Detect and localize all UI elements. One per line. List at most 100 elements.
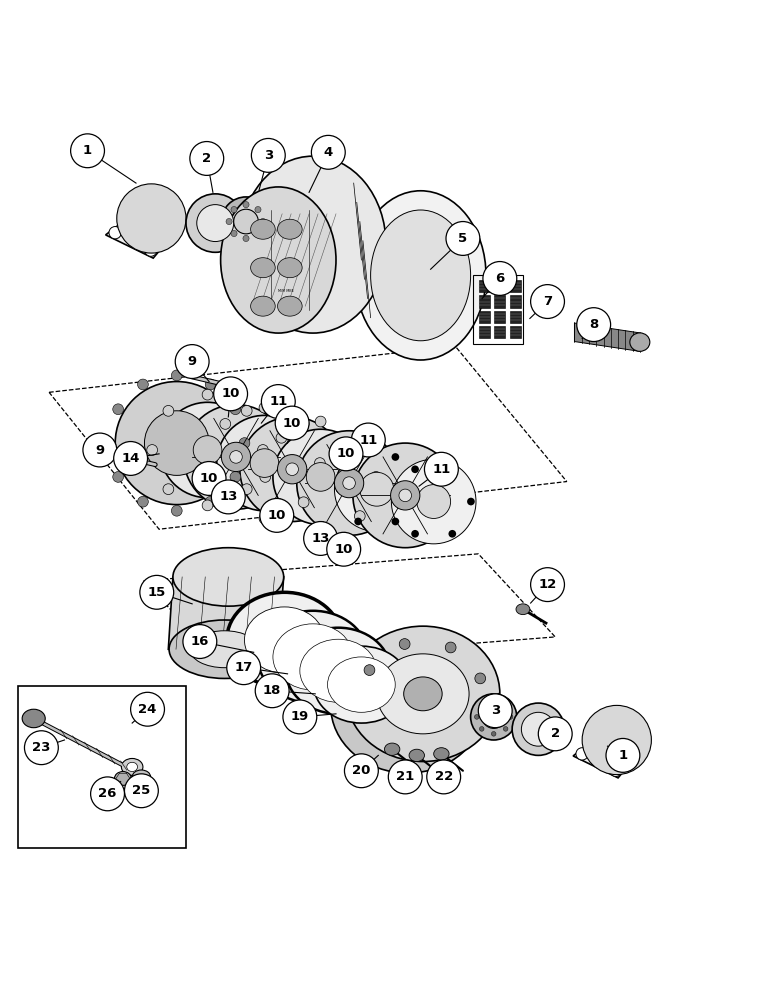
Text: 9: 9 — [188, 355, 197, 368]
Circle shape — [212, 480, 245, 514]
Circle shape — [226, 218, 232, 225]
Ellipse shape — [258, 611, 368, 703]
Polygon shape — [479, 311, 490, 323]
Circle shape — [479, 703, 484, 707]
Ellipse shape — [251, 258, 276, 278]
Circle shape — [163, 405, 174, 416]
Ellipse shape — [273, 429, 368, 525]
Ellipse shape — [300, 639, 377, 702]
Ellipse shape — [197, 205, 234, 242]
Circle shape — [503, 727, 508, 731]
Text: 11: 11 — [269, 395, 287, 408]
Circle shape — [137, 379, 148, 390]
Circle shape — [202, 389, 213, 400]
Circle shape — [144, 199, 157, 212]
Circle shape — [351, 423, 385, 457]
Circle shape — [276, 432, 287, 443]
Text: 16: 16 — [191, 635, 209, 648]
Circle shape — [354, 511, 365, 521]
Circle shape — [171, 505, 182, 516]
Text: 24: 24 — [138, 703, 157, 716]
Circle shape — [259, 513, 270, 524]
Text: 3: 3 — [264, 149, 273, 162]
Text: 11: 11 — [359, 434, 378, 447]
Circle shape — [315, 527, 326, 538]
Circle shape — [391, 518, 399, 525]
Circle shape — [255, 206, 261, 213]
Ellipse shape — [245, 607, 324, 673]
Circle shape — [204, 458, 215, 468]
Circle shape — [475, 715, 479, 719]
Ellipse shape — [186, 194, 245, 252]
Circle shape — [130, 692, 164, 726]
Ellipse shape — [240, 156, 386, 333]
Circle shape — [577, 308, 611, 342]
Circle shape — [411, 530, 419, 538]
Circle shape — [83, 433, 117, 467]
Ellipse shape — [286, 628, 391, 714]
Circle shape — [260, 218, 266, 225]
Circle shape — [137, 496, 148, 507]
Circle shape — [354, 518, 362, 525]
Ellipse shape — [377, 654, 469, 734]
Circle shape — [427, 760, 461, 794]
Ellipse shape — [222, 197, 271, 246]
Text: 3: 3 — [490, 704, 499, 717]
Circle shape — [467, 498, 475, 505]
Ellipse shape — [144, 411, 209, 475]
Circle shape — [344, 754, 378, 788]
Circle shape — [479, 727, 484, 731]
Text: 7: 7 — [543, 295, 552, 308]
Ellipse shape — [193, 436, 222, 464]
Ellipse shape — [114, 772, 131, 785]
Circle shape — [227, 651, 261, 685]
Text: 10: 10 — [283, 417, 301, 430]
Circle shape — [220, 419, 231, 429]
Circle shape — [388, 760, 422, 794]
Text: 2: 2 — [550, 727, 560, 740]
Circle shape — [192, 462, 226, 495]
Ellipse shape — [251, 296, 276, 316]
Circle shape — [311, 135, 345, 169]
Ellipse shape — [278, 258, 302, 278]
Text: 14: 14 — [121, 452, 140, 465]
Ellipse shape — [296, 431, 401, 535]
Circle shape — [393, 498, 401, 505]
Text: 10: 10 — [222, 387, 240, 400]
Circle shape — [329, 437, 363, 471]
Ellipse shape — [234, 209, 259, 234]
Polygon shape — [494, 311, 505, 323]
Circle shape — [354, 432, 365, 443]
Circle shape — [190, 142, 224, 175]
Text: 25: 25 — [132, 784, 151, 797]
Circle shape — [492, 698, 496, 702]
Circle shape — [202, 500, 213, 511]
Ellipse shape — [409, 749, 425, 762]
Circle shape — [445, 642, 456, 653]
Circle shape — [508, 715, 513, 719]
Ellipse shape — [230, 451, 242, 463]
Ellipse shape — [630, 333, 650, 351]
Text: 22: 22 — [435, 770, 453, 783]
Circle shape — [314, 458, 325, 468]
Circle shape — [446, 222, 480, 255]
Ellipse shape — [121, 758, 143, 775]
Ellipse shape — [330, 638, 485, 773]
Circle shape — [354, 453, 362, 461]
Ellipse shape — [346, 626, 499, 762]
Circle shape — [425, 452, 459, 486]
Circle shape — [103, 438, 114, 448]
Circle shape — [140, 575, 174, 609]
Polygon shape — [574, 323, 640, 351]
Ellipse shape — [417, 485, 451, 518]
Ellipse shape — [115, 382, 239, 505]
Text: 6: 6 — [495, 272, 504, 285]
Ellipse shape — [353, 443, 458, 548]
Text: 11: 11 — [432, 463, 451, 476]
Text: 10: 10 — [200, 472, 218, 485]
Ellipse shape — [582, 705, 652, 775]
Ellipse shape — [371, 210, 471, 341]
Text: 10: 10 — [334, 543, 353, 556]
Text: 10: 10 — [268, 509, 286, 522]
Circle shape — [205, 379, 216, 390]
